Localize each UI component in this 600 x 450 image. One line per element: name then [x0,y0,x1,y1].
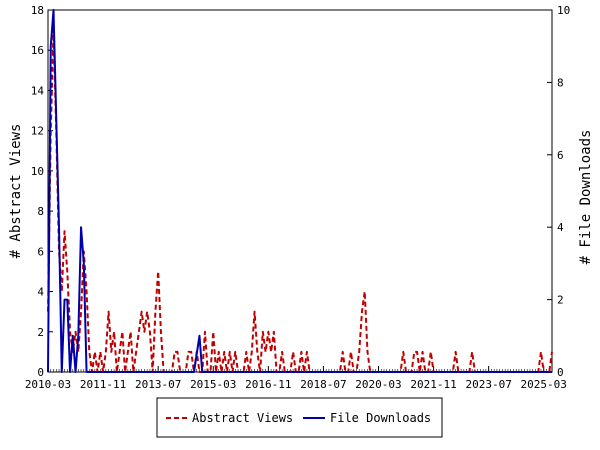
left-tick-label: 0 [37,366,44,379]
left-tick-label: 10 [31,165,44,178]
left-tick-label: 14 [31,84,45,97]
right-axis: 0 2 4 6 8 10 [547,4,570,379]
left-axis-title: # Abstract Views [8,124,24,259]
right-tick-label: 0 [557,366,564,379]
right-tick-label: 10 [557,4,570,17]
right-axis-title: # File Downloads [578,130,594,265]
right-tick-label: 8 [557,76,564,89]
left-tick-label: 12 [31,125,44,138]
series-layer [47,9,553,373]
x-tick-label: 2013-07 [135,378,181,391]
legend-label-file-downloads: File Downloads [330,411,431,425]
x-tick-label: 2023-07 [465,378,511,391]
series-line-abstract-views [47,29,553,373]
x-tick-label: 2025-03 [521,378,567,391]
x-tick-label: 2010-03 [25,378,71,391]
x-tick-label: 2021-11 [410,378,456,391]
x-tick-label: 2015-03 [190,378,236,391]
right-tick-label: 4 [557,221,564,234]
left-tick-label: 6 [37,245,44,258]
legend: Abstract Views File Downloads [156,397,443,438]
x-tick-label: 2011-11 [80,378,126,391]
series-line-file-downloads [47,9,552,373]
right-tick-label: 2 [557,294,564,307]
x-tick-label: 2016-11 [245,378,291,391]
legend-box [156,397,443,438]
left-tick-label: 2 [37,326,44,339]
right-tick-label: 6 [557,149,564,162]
left-tick-label: 4 [37,286,44,299]
legend-label-abstract-views: Abstract Views [192,411,293,425]
x-tick-label: 2018-07 [300,378,346,391]
left-tick-label: 8 [37,205,44,218]
x-tick-label: 2020-03 [355,378,401,391]
left-tick-label: 16 [31,44,44,57]
plot-area [47,9,553,373]
left-tick-label: 18 [31,4,44,17]
x-axis: 2010-03 2011-11 2013-07 2015-03 2016-11 2018-… [25,366,567,391]
